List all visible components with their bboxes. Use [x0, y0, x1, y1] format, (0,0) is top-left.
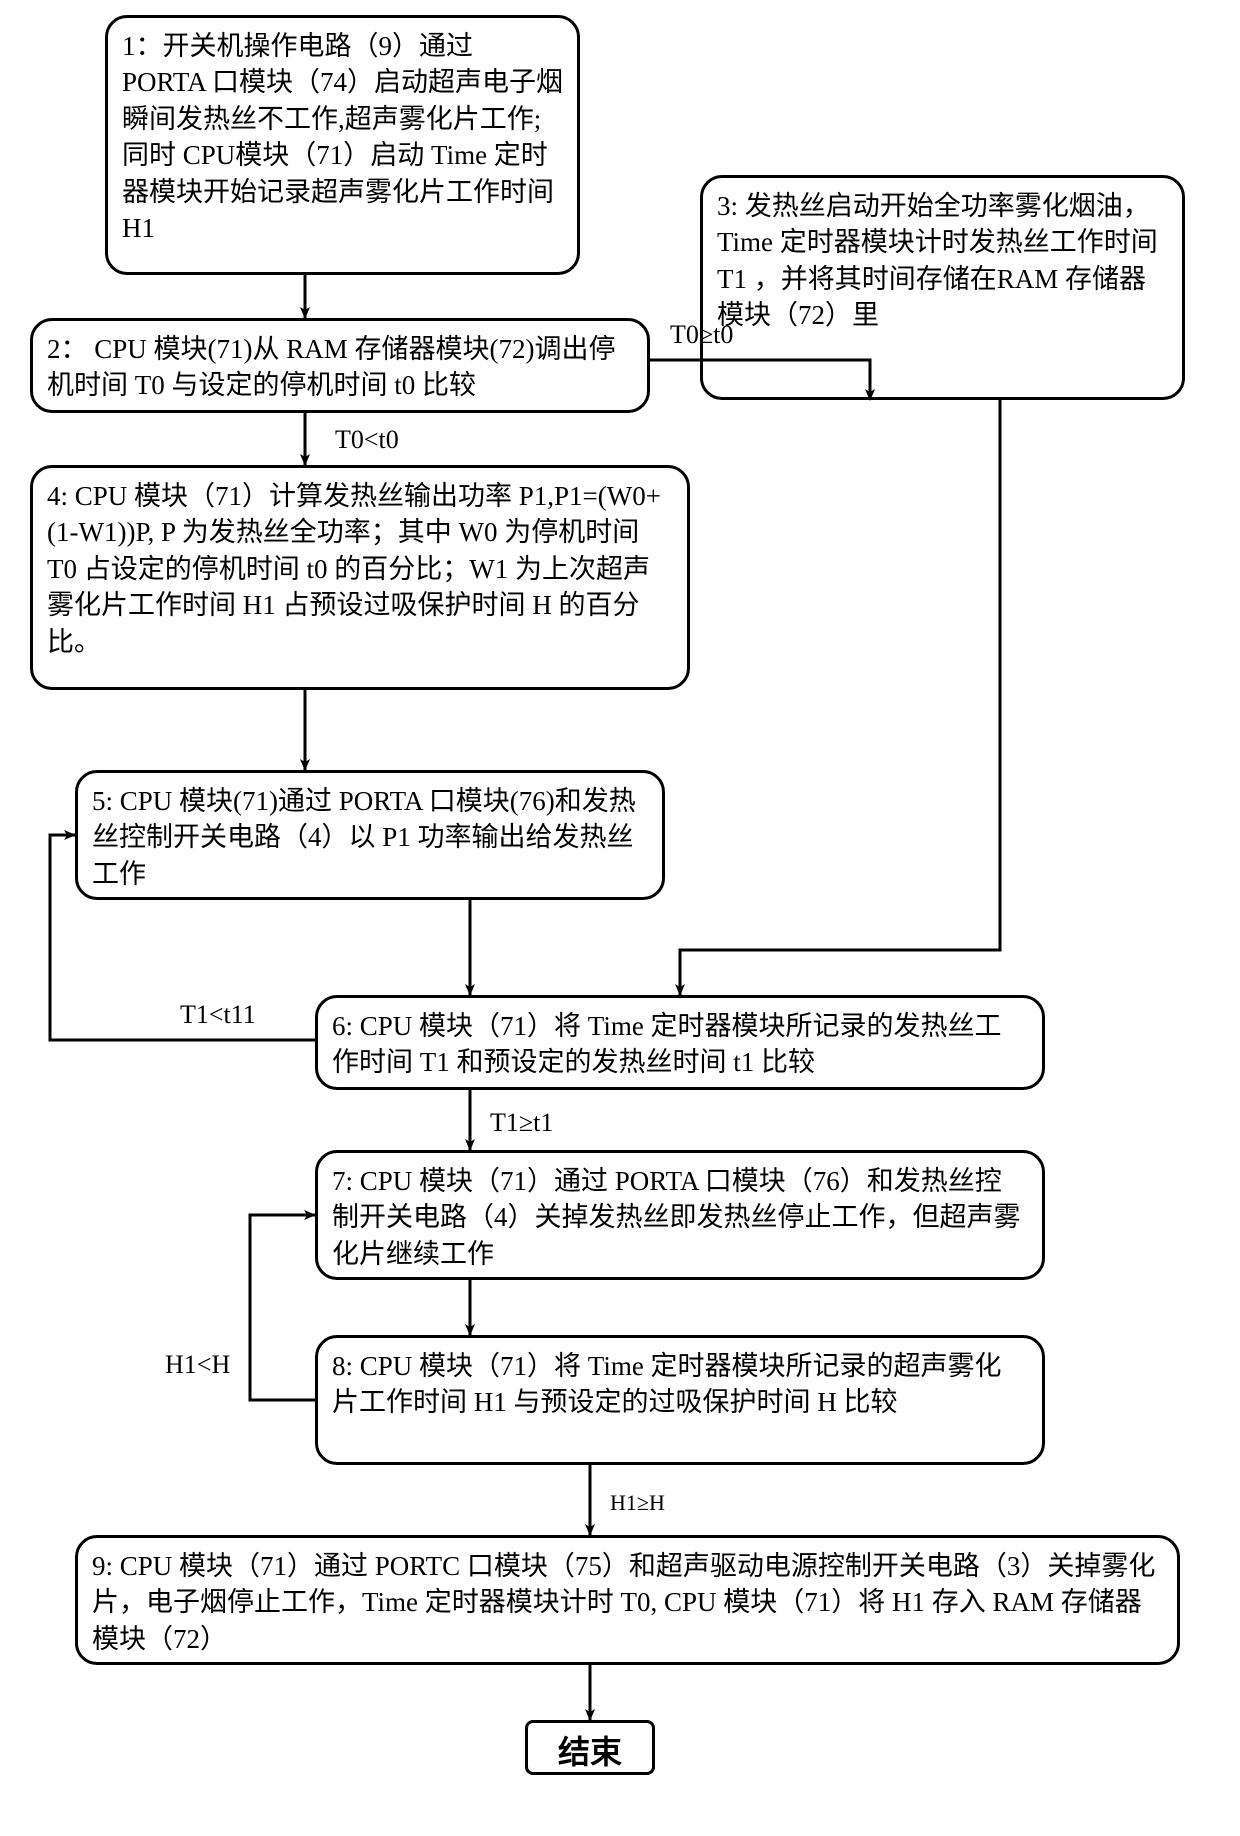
flow-node-end: 结束	[525, 1720, 655, 1775]
flow-node-7: 7: CPU 模块（71）通过 PORTA 口模块（76）和发热丝控制开关电路（…	[315, 1150, 1045, 1280]
edge-label-10: H1≥H	[610, 1490, 665, 1516]
edge-9	[250, 1215, 315, 1400]
flow-node-3: 3: 发热丝启动开始全功率雾化烟油，Time 定时器模块计时发热丝工作时间T1 …	[700, 175, 1185, 400]
flow-node-8: 8: CPU 模块（71）将 Time 定时器模块所记录的超声雾化片工作时间 H…	[315, 1335, 1045, 1465]
flow-node-5: 5: CPU 模块(71)通过 PORTA 口模块(76)和发热丝控制开关电路（…	[75, 770, 665, 900]
edge-5	[680, 400, 1000, 995]
edge-label-1: T0≥t0	[670, 320, 733, 350]
edge-label-7: T1≥t1	[490, 1108, 553, 1138]
edge-label-9: H1<H	[165, 1350, 230, 1380]
edge-label-2: T0<t0	[335, 425, 399, 455]
flow-node-4: 4: CPU 模块（71）计算发热丝输出功率 P1,P1=(W0+(1-W1))…	[30, 465, 690, 690]
flow-node-2: 2： CPU 模块(71)从 RAM 存储器模块(72)调出停机时间 T0 与设…	[30, 318, 650, 413]
flow-node-9: 9: CPU 模块（71）通过 PORTC 口模块（75）和超声驱动电源控制开关…	[75, 1535, 1180, 1665]
flow-node-6: 6: CPU 模块（71）将 Time 定时器模块所记录的发热丝工作时间 T1 …	[315, 995, 1045, 1090]
flow-node-1: 1：开关机操作电路（9）通过 PORTA 口模块（74）启动超声电子烟瞬间发热丝…	[105, 15, 580, 275]
edge-label-6: T1<t11	[180, 1000, 256, 1030]
